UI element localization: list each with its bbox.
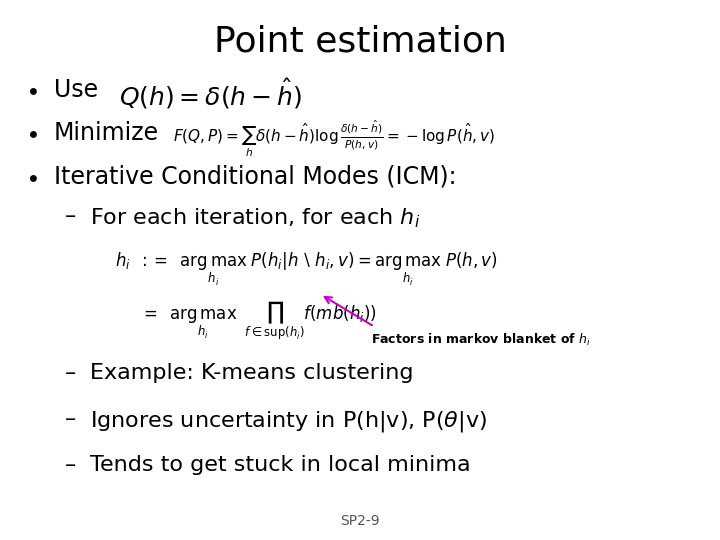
Text: $\bullet$: $\bullet$ xyxy=(25,78,38,102)
Text: For each iteration, for each $h_i$: For each iteration, for each $h_i$ xyxy=(90,206,420,230)
Text: Ignores uncertainty in P(h|v), P($\theta$|v): Ignores uncertainty in P(h|v), P($\theta… xyxy=(90,409,487,434)
Text: $\bullet$: $\bullet$ xyxy=(25,165,38,188)
Text: Example: K-means clustering: Example: K-means clustering xyxy=(90,363,413,383)
Text: $\bullet$: $\bullet$ xyxy=(25,122,38,145)
Text: Point estimation: Point estimation xyxy=(214,24,506,58)
Text: Minimize: Minimize xyxy=(54,122,159,145)
Text: $Q(h) = \delta(h - \hat{h})$: $Q(h) = \delta(h - \hat{h})$ xyxy=(119,77,302,111)
Text: –: – xyxy=(65,206,76,226)
Text: Use: Use xyxy=(54,78,98,102)
Text: $h_i \;\;:=\;\; \underset{h_i}{\mathrm{arg\,max}}\; P(h_i | h \setminus h_i, v) : $h_i \;\;:=\;\; \underset{h_i}{\mathrm{a… xyxy=(115,251,498,288)
Text: –: – xyxy=(65,363,76,383)
Text: $= \;\;\underset{h_i}{\mathrm{arg\,max}} \;\;\prod_{f \in \mathrm{sup}(h_i)} f(m: $= \;\;\underset{h_i}{\mathrm{arg\,max}}… xyxy=(140,300,377,343)
Text: SP2-9: SP2-9 xyxy=(340,514,380,528)
Text: –: – xyxy=(65,455,76,475)
Text: Tends to get stuck in local minima: Tends to get stuck in local minima xyxy=(90,455,471,475)
Text: Iterative Conditional Modes (ICM):: Iterative Conditional Modes (ICM): xyxy=(54,165,456,188)
Text: $F(Q,P) = \sum_h \delta(h-\hat{h}) \log \frac{\delta(h-\hat{h})}{P(h,v)} = -\log: $F(Q,P) = \sum_h \delta(h-\hat{h}) \log … xyxy=(173,119,495,160)
Text: Factors in markov blanket of $h_i$: Factors in markov blanket of $h_i$ xyxy=(371,332,590,348)
Text: –: – xyxy=(65,409,76,429)
